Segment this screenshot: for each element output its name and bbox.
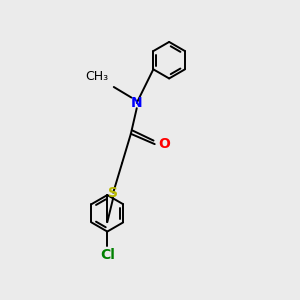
Text: S: S [108, 186, 118, 200]
Text: O: O [158, 137, 170, 151]
Text: N: N [131, 96, 142, 110]
Text: Cl: Cl [100, 248, 115, 262]
Text: CH₃: CH₃ [86, 70, 109, 83]
